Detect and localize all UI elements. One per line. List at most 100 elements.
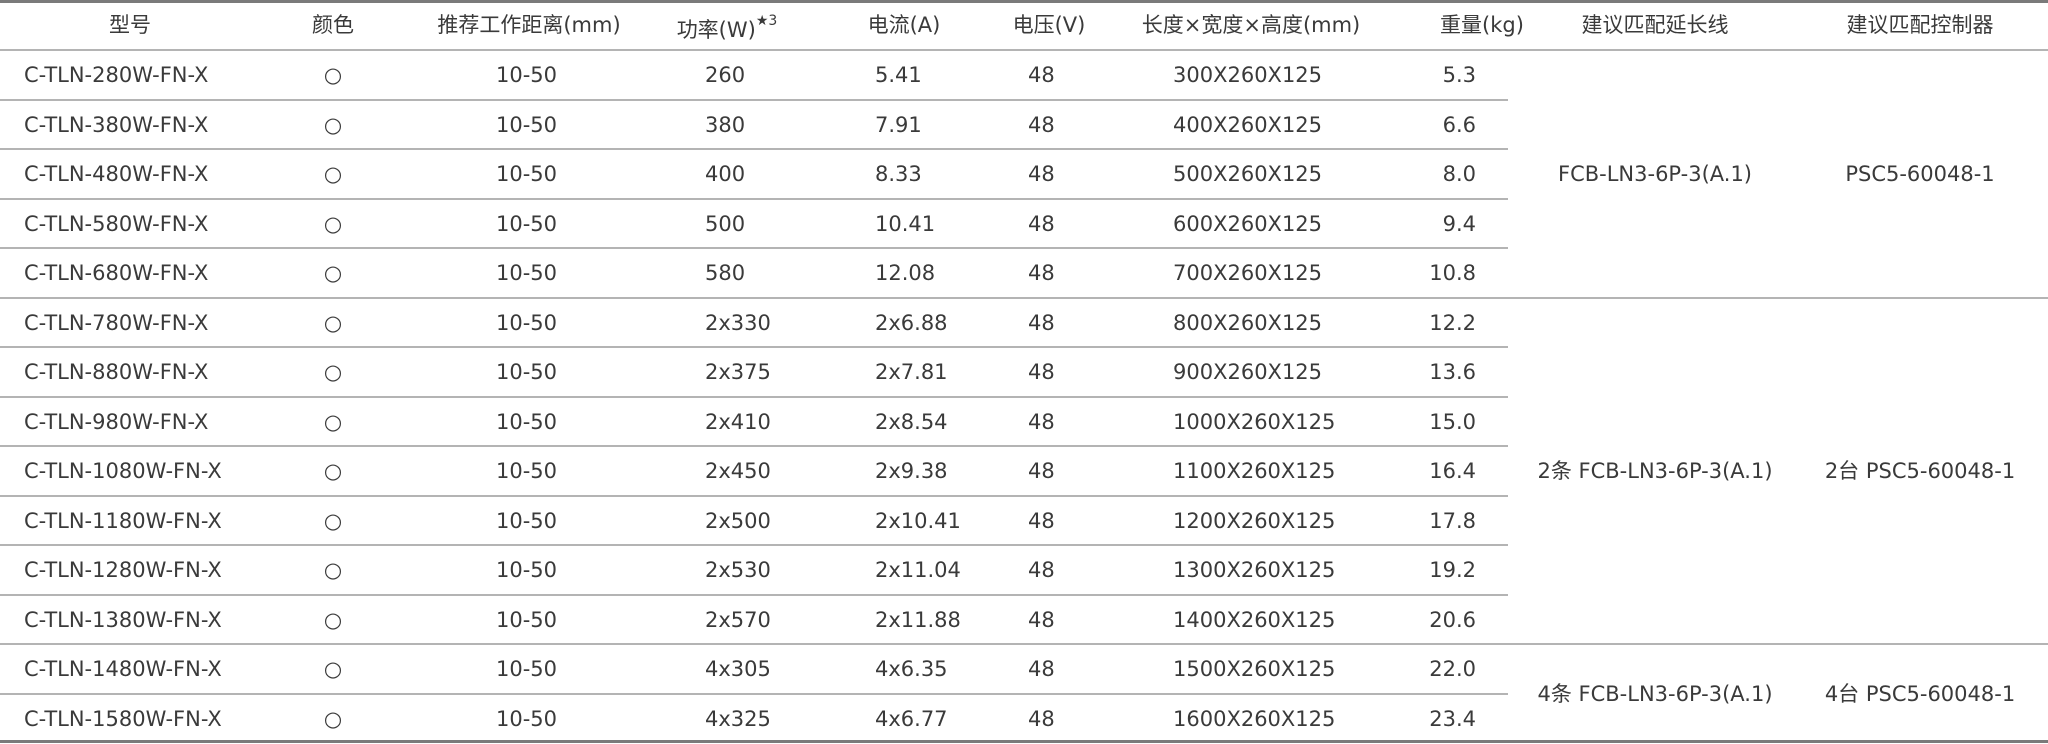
cell-model: C-TLN-1580W-FN-X bbox=[24, 706, 222, 731]
cell-power: 2x500 bbox=[705, 508, 771, 533]
cell-color: ○ bbox=[323, 63, 343, 87]
group-divider bbox=[0, 296, 2048, 299]
cell-cable: FCB-LN3-6P-3(A.1) bbox=[1558, 161, 1752, 186]
top-border bbox=[0, 0, 2048, 3]
cell-current: 2x8.54 bbox=[875, 409, 948, 434]
cell-dimensions: 600X260X125 bbox=[1173, 211, 1323, 236]
cell-power: 580 bbox=[705, 261, 746, 285]
cell-distance: 10-50 bbox=[496, 508, 558, 533]
cell-dimensions: 400X260X125 bbox=[1173, 112, 1323, 137]
cell-color: ○ bbox=[323, 657, 343, 681]
cell-voltage: 48 bbox=[1028, 409, 1055, 434]
header-controller: 建议匹配控制器 bbox=[1846, 13, 1994, 37]
cell-weight: 13.6 bbox=[1429, 360, 1476, 384]
cell-voltage: 48 bbox=[1028, 261, 1055, 285]
cell-dimensions: 1000X260X125 bbox=[1173, 409, 1336, 434]
cell-color: ○ bbox=[323, 112, 343, 137]
cell-model: C-TLN-1180W-FN-X bbox=[24, 508, 222, 533]
cell-model: C-TLN-680W-FN-X bbox=[24, 261, 209, 285]
cell-color: ○ bbox=[323, 261, 343, 285]
cell-distance: 10-50 bbox=[496, 459, 558, 483]
cell-cable: 4条 FCB-LN3-6P-3(A.1) bbox=[1537, 681, 1773, 706]
cell-controller: 4台 PSC5-60048-1 bbox=[1824, 681, 2016, 706]
cell-weight: 17.8 bbox=[1429, 508, 1476, 533]
cell-voltage: 48 bbox=[1028, 360, 1055, 384]
cell-voltage: 48 bbox=[1028, 310, 1055, 335]
cell-weight: 9.4 bbox=[1442, 211, 1476, 236]
cell-distance: 10-50 bbox=[496, 261, 558, 285]
cell-color: ○ bbox=[323, 162, 343, 186]
cell-controller: PSC5-60048-1 bbox=[1845, 161, 1995, 186]
row-divider bbox=[0, 346, 1508, 348]
cell-color: ○ bbox=[323, 409, 343, 434]
cell-model: C-TLN-480W-FN-X bbox=[24, 162, 209, 186]
cell-voltage: 48 bbox=[1028, 508, 1055, 533]
header-dimensions: 长度×宽度×高度(mm) bbox=[1141, 13, 1361, 37]
cell-model: C-TLN-280W-FN-X bbox=[24, 63, 209, 87]
cell-voltage: 48 bbox=[1028, 63, 1055, 87]
cell-current: 10.41 bbox=[875, 211, 936, 236]
cell-voltage: 48 bbox=[1028, 459, 1055, 483]
cell-model: C-TLN-380W-FN-X bbox=[24, 112, 209, 137]
cell-model: C-TLN-1380W-FN-X bbox=[24, 607, 222, 632]
header-distance: 推荐工作距离(mm) bbox=[437, 13, 621, 37]
cell-dimensions: 1400X260X125 bbox=[1173, 607, 1336, 632]
cell-weight: 23.4 bbox=[1429, 706, 1476, 731]
cell-dimensions: 1300X260X125 bbox=[1173, 558, 1336, 582]
cell-power: 500 bbox=[705, 211, 746, 236]
header-weight: 重量(kg) bbox=[1440, 13, 1524, 37]
header-cable: 建议匹配延长线 bbox=[1581, 13, 1729, 37]
cell-model: C-TLN-880W-FN-X bbox=[24, 360, 209, 384]
cell-controller: 2台 PSC5-60048-1 bbox=[1824, 458, 2016, 483]
cell-model: C-TLN-980W-FN-X bbox=[24, 409, 209, 434]
cell-current: 4x6.77 bbox=[875, 706, 948, 731]
cell-model: C-TLN-580W-FN-X bbox=[24, 211, 209, 236]
cell-dimensions: 500X260X125 bbox=[1173, 162, 1323, 186]
cell-voltage: 48 bbox=[1028, 162, 1055, 186]
cell-power: 2x570 bbox=[705, 607, 771, 632]
power-footnote: ★3 bbox=[755, 13, 778, 29]
cell-power: 4x325 bbox=[705, 706, 771, 731]
cell-weight: 16.4 bbox=[1429, 459, 1476, 483]
cell-distance: 10-50 bbox=[496, 112, 558, 137]
cell-voltage: 48 bbox=[1028, 657, 1055, 681]
cell-voltage: 48 bbox=[1028, 211, 1055, 236]
cell-weight: 19.2 bbox=[1429, 558, 1476, 582]
cell-current: 2x9.38 bbox=[875, 459, 948, 483]
header-power-label: 功率(W) bbox=[676, 18, 756, 42]
cell-current: 8.33 bbox=[875, 162, 922, 186]
cell-power: 2x410 bbox=[705, 409, 771, 434]
cell-model: C-TLN-780W-FN-X bbox=[24, 310, 209, 335]
row-divider bbox=[0, 197, 1508, 200]
cell-distance: 10-50 bbox=[496, 162, 558, 186]
cell-weight: 8.0 bbox=[1442, 162, 1476, 186]
cell-power: 260 bbox=[705, 63, 746, 87]
cell-weight: 5.3 bbox=[1442, 63, 1476, 87]
cell-current: 2x7.81 bbox=[875, 360, 948, 384]
cell-current: 2x11.04 bbox=[875, 558, 961, 582]
row-divider bbox=[0, 692, 1508, 695]
cell-power: 2x375 bbox=[705, 360, 771, 384]
cell-power: 380 bbox=[705, 112, 746, 137]
cell-power: 2x450 bbox=[705, 459, 771, 483]
cell-current: 4x6.35 bbox=[875, 657, 948, 681]
cell-current: 2x6.88 bbox=[875, 310, 948, 335]
cell-weight: 6.6 bbox=[1442, 112, 1476, 137]
header-divider bbox=[0, 49, 2048, 51]
cell-voltage: 48 bbox=[1028, 112, 1055, 137]
cell-dimensions: 800X260X125 bbox=[1173, 310, 1323, 335]
cell-weight: 20.6 bbox=[1429, 607, 1476, 632]
bottom-border bbox=[0, 740, 2048, 743]
cell-voltage: 48 bbox=[1028, 607, 1055, 632]
cell-power: 2x330 bbox=[705, 310, 771, 335]
cell-power: 2x530 bbox=[705, 558, 771, 582]
header-voltage: 电压(V) bbox=[1012, 13, 1086, 37]
cell-distance: 10-50 bbox=[496, 310, 558, 335]
header-model: 型号 bbox=[109, 13, 151, 37]
row-divider bbox=[0, 148, 1508, 150]
cell-weight: 22.0 bbox=[1429, 657, 1476, 681]
cell-color: ○ bbox=[323, 211, 343, 236]
cell-distance: 10-50 bbox=[496, 360, 558, 384]
row-divider bbox=[0, 494, 1508, 497]
row-divider bbox=[0, 445, 1508, 447]
